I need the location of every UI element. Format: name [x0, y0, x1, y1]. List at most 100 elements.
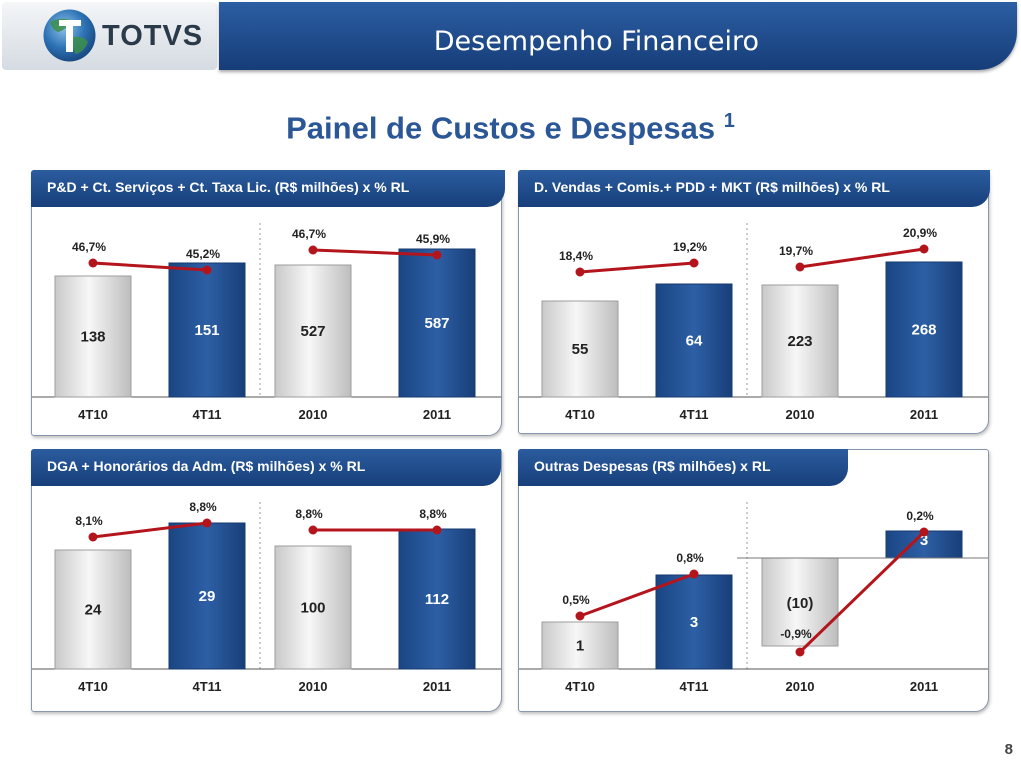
category-label-2010: 2010: [786, 679, 815, 694]
pct-point: [795, 262, 805, 272]
pct-point: [689, 258, 699, 268]
bar-value-label: 3: [920, 532, 928, 549]
pct-point: [689, 569, 699, 579]
pct-label: 8,8%: [419, 507, 447, 521]
category-label-4T10: 4T10: [565, 407, 595, 422]
pct-point: [795, 647, 805, 657]
chart-panel-title: D. Vendas + Comis.+ PDD + MKT (R$ milhõe…: [518, 170, 990, 207]
chart-sales: 55 64 223 268 4T10 4T11 2010 2011 18,4% 19,2% 19,7…: [519, 223, 988, 422]
category-label-2011: 2011: [423, 679, 451, 694]
bar-value-label: 223: [787, 333, 812, 350]
globe-logo-icon: [43, 9, 96, 62]
bar-2011: [885, 261, 963, 398]
chart-panel-dga: DGA + Honorários da Adm. (R$ milhões) x …: [31, 449, 502, 712]
bar-2011: [398, 248, 476, 398]
chart-panel-other: Outras Despesas (R$ milhões) x RL 1 3 (10)…: [518, 449, 989, 712]
bar-2011: [398, 528, 476, 670]
pct-label: 45,2%: [186, 247, 220, 261]
pct-point: [919, 527, 929, 537]
bar-value-label: 3: [690, 614, 698, 631]
category-label-4T10: 4T10: [78, 407, 108, 422]
pct-line-segment: [92, 261, 208, 272]
bar-value-label: 55: [572, 341, 589, 358]
pct-point: [432, 250, 442, 260]
page-title-superscript: 1: [723, 110, 735, 132]
category-label-4T10: 4T10: [78, 679, 108, 694]
pct-point: [202, 518, 212, 528]
bar-value-label: 527: [300, 323, 325, 340]
chart-dga: 24 29 100 112 4T10 4T11 2010 2011 8,1% 8,8% 8,8% 8,…: [32, 500, 501, 694]
title-bar: Desempenho Financeiro: [219, 2, 1017, 70]
pct-label: 0,5%: [562, 593, 590, 607]
bar-4T10: [541, 300, 619, 398]
bar-value-label: 64: [686, 333, 703, 350]
bar-2010: [761, 557, 839, 647]
bar-4T10: [54, 275, 132, 398]
header-title: Desempenho Financeiro: [433, 26, 759, 57]
bar-value-label: 100: [300, 600, 325, 617]
category-label-2010: 2010: [299, 679, 328, 694]
bar-2010: [274, 264, 352, 398]
pct-line-segment: [579, 572, 695, 618]
pct-point: [308, 525, 318, 535]
bar-value-label: 112: [425, 591, 449, 608]
bar-2010: [274, 545, 352, 670]
pct-label: 46,7%: [72, 240, 106, 254]
category-label-4T11: 4T11: [193, 407, 222, 422]
page-title-text: Painel de Custos e Despesas: [286, 110, 716, 146]
chart-panel-rd: P&D + Ct. Serviços + Ct. Taxa Lic. (R$ m…: [31, 170, 505, 436]
pct-label: 19,7%: [779, 244, 813, 258]
pct-point: [202, 265, 212, 275]
pct-point: [308, 245, 318, 255]
category-label-2011: 2011: [910, 679, 938, 694]
brand-name: TOTVS: [102, 20, 204, 52]
pct-label: 8,8%: [189, 500, 217, 514]
category-label-2010: 2010: [299, 407, 328, 422]
pct-label: 18,4%: [559, 249, 593, 263]
pct-point: [919, 244, 929, 254]
chart-panel-title: P&D + Ct. Serviços + Ct. Taxa Lic. (R$ m…: [31, 170, 505, 207]
bar-value-label: 268: [911, 322, 936, 339]
category-label-2011: 2011: [910, 407, 938, 422]
category-label-4T11: 4T11: [680, 679, 709, 694]
pct-label: 8,1%: [75, 514, 103, 528]
bar-value-label: 587: [424, 315, 449, 332]
pct-label: 0,2%: [906, 509, 934, 523]
category-label-2010: 2010: [786, 407, 815, 422]
pct-label: -0,9%: [780, 627, 812, 641]
chart-panel-sales: D. Vendas + Comis.+ PDD + MKT (R$ milhõe…: [518, 170, 990, 434]
pct-point: [88, 532, 98, 542]
category-label-4T10: 4T10: [565, 679, 595, 694]
bar-4T11: [655, 574, 733, 670]
pct-label: 20,9%: [903, 226, 937, 240]
pct-line-segment: [799, 247, 925, 269]
bar-value-label: 24: [85, 602, 102, 619]
category-label-4T11: 4T11: [680, 407, 709, 422]
chart-panel-title: DGA + Honorários da Adm. (R$ milhões) x …: [31, 449, 501, 486]
bar-value-label: 138: [80, 329, 105, 346]
pct-label: 8,8%: [295, 507, 323, 521]
bar-2010: [761, 284, 839, 398]
bar-value-label: (10): [787, 595, 814, 612]
pct-point: [575, 611, 585, 621]
pct-line-segment: [579, 261, 695, 274]
bar-4T11: [655, 283, 733, 398]
bar-value-label: 151: [194, 322, 219, 339]
bar-4T11: [168, 522, 246, 670]
bar-4T10: [54, 549, 132, 670]
pct-line-segment: [92, 521, 208, 539]
bar-4T10: [541, 621, 619, 670]
pct-point: [432, 525, 442, 535]
pct-point: [575, 267, 585, 277]
chart-other: 1 3 (10) 3 4T10 4T11 2010 2011 0,5% 0,8% -0,9% 0,2%: [519, 502, 988, 694]
chart-rd: 138 151 527 587 4T10 4T11 2010 2011 46,7% 45,2% 46…: [32, 223, 501, 422]
pct-label: 19,2%: [673, 240, 707, 254]
bar-4T11: [168, 262, 246, 398]
page-title: Painel de Custos e Despesas 1: [0, 110, 1021, 146]
pct-point: [88, 258, 98, 268]
bar-value-label: 29: [199, 588, 216, 605]
header: TOTVS Desempenho Financeiro: [0, 0, 1021, 72]
page-number: 8: [1004, 741, 1013, 758]
category-label-4T11: 4T11: [193, 679, 222, 694]
pct-line-segment: [312, 248, 438, 257]
